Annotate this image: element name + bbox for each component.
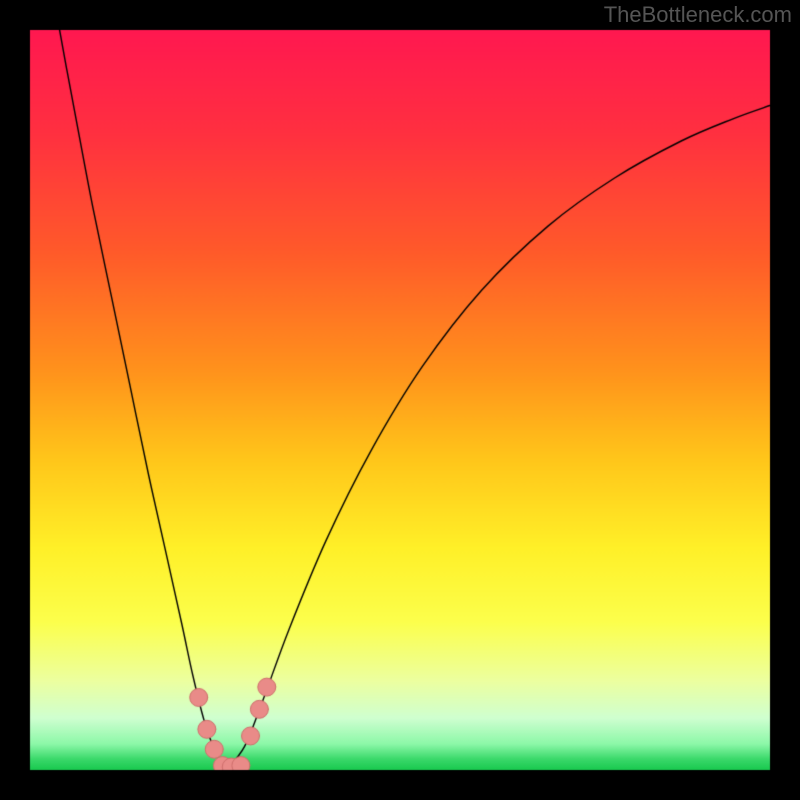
figure-root: TheBottleneck.com bbox=[0, 0, 800, 800]
bottleneck-chart-canvas bbox=[0, 0, 800, 800]
watermark-text: TheBottleneck.com bbox=[604, 2, 792, 28]
